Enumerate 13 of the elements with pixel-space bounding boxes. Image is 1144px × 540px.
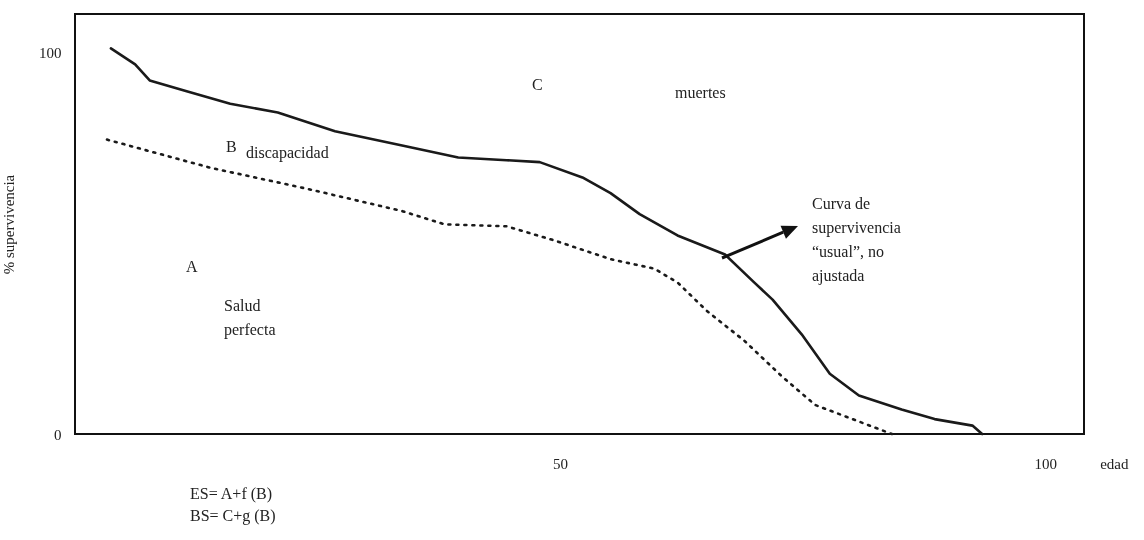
x-axis-title: edad [1100, 455, 1129, 472]
text: ES= A+f (B) [190, 485, 273, 503]
annotation: muertes [675, 84, 726, 101]
annotation: C [532, 76, 543, 93]
annotation: Salud perfecta [224, 297, 276, 339]
annotation: B [226, 138, 237, 155]
annotation: A [186, 258, 198, 275]
y-tick-label: 0 [54, 426, 62, 443]
y-axis-title: % supervivencia [1, 174, 17, 275]
annotation: Curva de supervivencia “usual”, no ajustada [812, 195, 901, 285]
x-tick-label: 50 [553, 455, 569, 472]
annotation: discapacidad [246, 144, 329, 162]
text: BS= C+g (B) [190, 507, 276, 525]
